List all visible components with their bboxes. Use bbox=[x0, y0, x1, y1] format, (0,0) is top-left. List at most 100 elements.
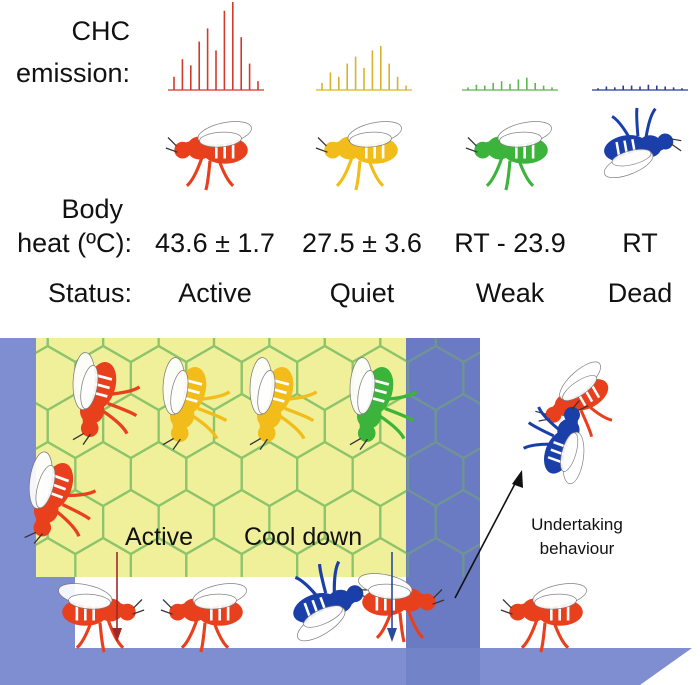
bee-wing bbox=[368, 583, 411, 600]
bee-antenna bbox=[165, 137, 178, 153]
floor-bee-active-3-icon bbox=[500, 583, 587, 653]
comb-bee-weak-icon bbox=[349, 357, 418, 451]
bee-leg bbox=[192, 414, 219, 440]
bee-leg bbox=[379, 414, 406, 440]
status-active: Active bbox=[178, 278, 252, 308]
bee-head bbox=[564, 406, 581, 423]
active-label: Active bbox=[125, 523, 193, 551]
heat-quiet: 27.5 ± 3.6 bbox=[302, 228, 422, 258]
hive-floor bbox=[0, 648, 692, 685]
status-weak: Weak bbox=[476, 278, 545, 308]
bee-wing bbox=[562, 375, 598, 402]
bee-leg bbox=[180, 619, 199, 649]
bee-antenna bbox=[349, 437, 368, 451]
bee-antenna bbox=[669, 138, 682, 152]
chc-label-line2: emission: bbox=[16, 58, 130, 88]
bee-leg bbox=[197, 406, 228, 423]
floor-bee-dead-icon bbox=[293, 560, 374, 642]
chc-spectra bbox=[168, 2, 688, 91]
bee-wing bbox=[534, 593, 577, 610]
bee-leg bbox=[504, 160, 512, 191]
status-label: Status: bbox=[48, 278, 132, 308]
bee-leg bbox=[520, 619, 539, 649]
bee-antenna bbox=[315, 137, 328, 153]
bee-wing bbox=[35, 465, 56, 509]
hive-scene bbox=[0, 338, 692, 685]
bees bbox=[24, 107, 682, 653]
undertaking-label-line1: Undertaking bbox=[531, 515, 623, 534]
bee-wing bbox=[349, 131, 392, 148]
comb-bee-active-icon bbox=[72, 352, 141, 446]
carried-dead-bee-icon bbox=[522, 400, 589, 485]
chc-spectrum-dead bbox=[592, 84, 688, 91]
bee-head bbox=[118, 603, 136, 621]
floor-bee-undertaker-icon bbox=[358, 573, 445, 643]
heat-label-line2: heat (ºC): bbox=[17, 228, 132, 258]
bee-head bbox=[346, 585, 364, 603]
bee-head bbox=[257, 424, 276, 442]
bee-leg bbox=[102, 409, 129, 435]
comb-bee-quiet-icon bbox=[162, 357, 231, 451]
bee-leg bbox=[635, 107, 640, 137]
heat-weak: RT - 23.9 bbox=[454, 228, 566, 258]
bee-leg bbox=[332, 560, 341, 593]
bee-antenna bbox=[465, 137, 478, 153]
floor-shadow bbox=[406, 648, 480, 685]
heat-dead: RT bbox=[622, 228, 658, 258]
bee-weak-icon bbox=[465, 121, 552, 191]
bee-antenna bbox=[72, 432, 91, 446]
bee-antenna bbox=[24, 531, 43, 544]
bee-wing bbox=[194, 593, 237, 610]
status-quiet: Quiet bbox=[330, 278, 395, 308]
comb-bee-quiet-2-icon bbox=[249, 357, 318, 451]
bee-head bbox=[357, 424, 376, 442]
bee-leg bbox=[485, 157, 504, 187]
bee-wing bbox=[68, 593, 111, 610]
bee-leg bbox=[384, 406, 415, 423]
bee-head bbox=[509, 603, 527, 621]
bee-head bbox=[657, 133, 674, 150]
undertaking-label-line2: behaviour bbox=[540, 539, 615, 558]
chc-label-line1: CHC bbox=[72, 16, 131, 46]
bee-head bbox=[324, 141, 342, 159]
bee-head bbox=[33, 518, 52, 537]
bee-leg bbox=[98, 622, 106, 653]
bee-wing bbox=[357, 370, 376, 415]
bee-leg bbox=[284, 406, 315, 423]
undertaking-arrowhead bbox=[512, 470, 523, 488]
bee-head bbox=[170, 424, 189, 442]
bee-leg bbox=[185, 157, 204, 187]
bee-leg bbox=[644, 107, 657, 138]
bee-leg bbox=[398, 612, 406, 643]
bee-leg bbox=[61, 503, 91, 521]
bee-leg bbox=[537, 406, 560, 431]
bee-head bbox=[169, 603, 187, 621]
bee-head bbox=[80, 419, 99, 437]
honeycomb-cell bbox=[491, 394, 546, 458]
bee-wing bbox=[80, 365, 99, 410]
bee-wing bbox=[257, 370, 276, 415]
bee-antenna bbox=[249, 437, 268, 451]
active-arrowhead bbox=[112, 628, 122, 642]
bee-leg bbox=[107, 401, 138, 418]
bee-leg bbox=[539, 622, 547, 653]
bee-quiet-icon bbox=[315, 121, 402, 191]
bee-active-icon bbox=[165, 121, 252, 191]
bee-leg bbox=[199, 622, 207, 653]
bee-wing bbox=[303, 605, 343, 628]
status-dead: Dead bbox=[608, 278, 673, 308]
bee-leg bbox=[527, 421, 555, 438]
bee-head bbox=[174, 141, 192, 159]
chc-spectrum-active bbox=[168, 2, 264, 91]
floor-bee-active-2-icon bbox=[160, 583, 247, 653]
chc-spectrum-quiet bbox=[316, 46, 412, 91]
bee-leg bbox=[579, 409, 594, 437]
cooldown-arrowhead bbox=[387, 628, 397, 642]
bee-wing bbox=[199, 131, 242, 148]
undertaking-arrow bbox=[454, 477, 519, 599]
bee-leg bbox=[335, 157, 354, 187]
bee-wing bbox=[611, 148, 652, 167]
bee-leg bbox=[318, 563, 328, 594]
